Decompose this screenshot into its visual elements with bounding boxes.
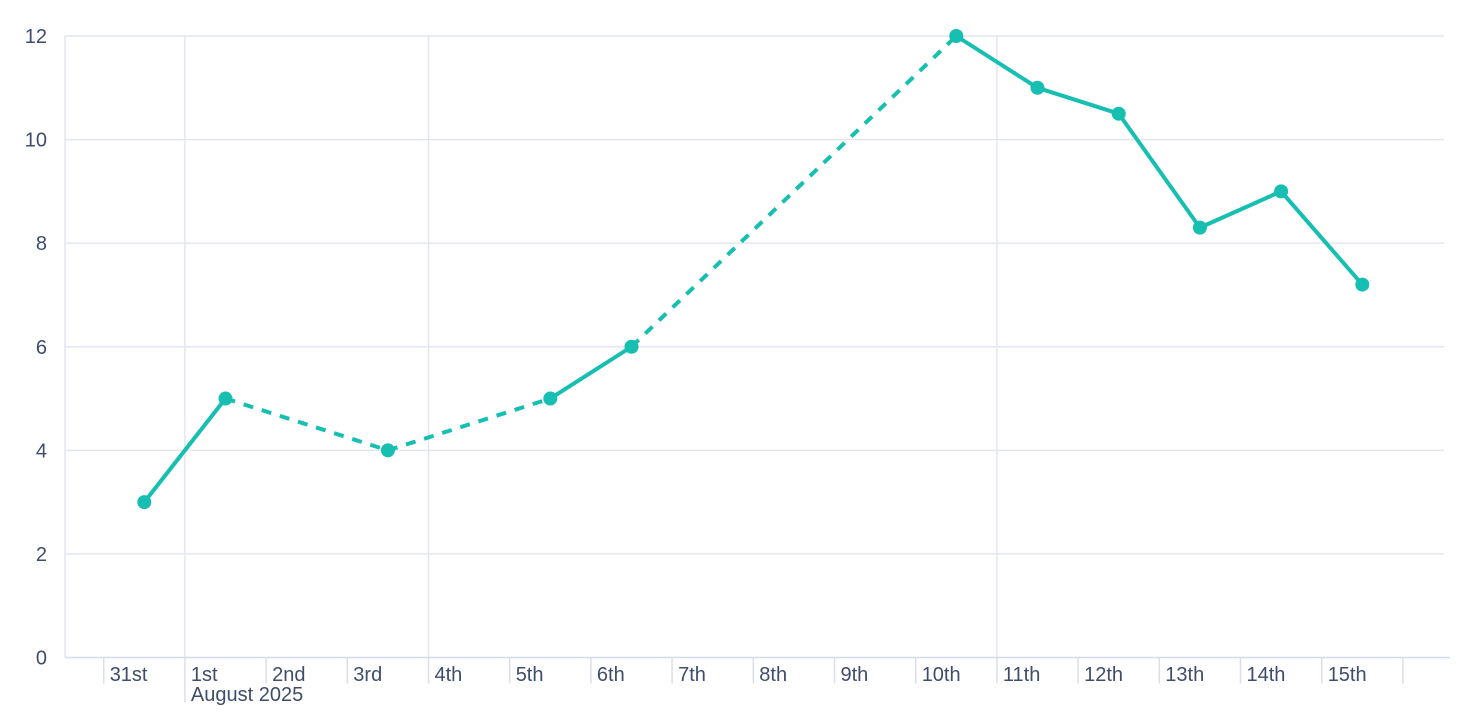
data-point-marker-12th[interactable] (1111, 106, 1126, 121)
x-tick-label: 11th (1003, 664, 1040, 686)
data-point-marker-3rd[interactable] (380, 443, 395, 458)
data-point-marker-10th[interactable] (949, 29, 964, 43)
data-point-marker-15th[interactable] (1355, 277, 1370, 292)
x-tick-label: 10th (922, 664, 961, 686)
x-tick-label: 4th (435, 664, 463, 686)
data-point-marker-31st[interactable] (137, 495, 152, 510)
series-segment-solid (1199, 189, 1282, 230)
data-point-marker-5th[interactable] (543, 391, 558, 406)
series-segment-solid (549, 345, 633, 401)
y-tick-label: 12 (25, 26, 47, 48)
data-point-marker-1st[interactable] (218, 391, 233, 406)
x-tick-label: 12th (1084, 664, 1123, 686)
series-segment-solid (1279, 190, 1364, 286)
series-group (137, 29, 1370, 510)
axis-group (65, 656, 1450, 702)
series-segment-dashed (387, 396, 551, 453)
y-tick-label: 2 (36, 544, 47, 566)
data-point-marker-11th[interactable] (1030, 80, 1045, 95)
x-tick-label: 8th (759, 664, 787, 686)
data-point-marker-14th[interactable] (1274, 184, 1289, 199)
series-segment-dashed (224, 396, 389, 453)
x-tick-label: 13th (1165, 664, 1204, 686)
x-tick-label: 14th (1247, 664, 1286, 686)
y-tick-label: 4 (36, 440, 47, 462)
x-tick-label: 9th (841, 664, 869, 686)
gridlines-group (64, 35, 1444, 658)
series-segment-solid (1117, 112, 1202, 229)
series-segment-solid (142, 397, 228, 504)
series-segment-dashed (630, 34, 958, 349)
x-tick-label: 5th (516, 664, 544, 686)
x-tick-label: 7th (678, 664, 706, 686)
x-axis-period-label: August 2025 (191, 684, 303, 706)
x-tick-label: 31st (110, 664, 148, 686)
x-tick-label: 1st (191, 664, 218, 686)
data-point-marker-6th[interactable] (624, 339, 639, 354)
axis-labels-group: 31st 1st 2nd 3rd 4th 5th 6th 7th 8th 9th 10th 11th 1… (25, 26, 1367, 706)
x-tick-label: 3rd (353, 664, 382, 686)
y-tick-label: 8 (36, 233, 47, 255)
x-tick-label: 2nd (272, 664, 305, 686)
y-tick-label: 0 (36, 648, 47, 670)
series-segment-solid (955, 34, 1039, 90)
y-tick-label: 10 (25, 130, 47, 152)
x-tick-label: 6th (597, 664, 625, 686)
x-tick-label: 15th (1328, 664, 1367, 686)
data-point-marker-13th[interactable] (1192, 220, 1207, 235)
y-tick-label: 6 (36, 337, 47, 359)
series-segment-solid (1036, 85, 1120, 116)
